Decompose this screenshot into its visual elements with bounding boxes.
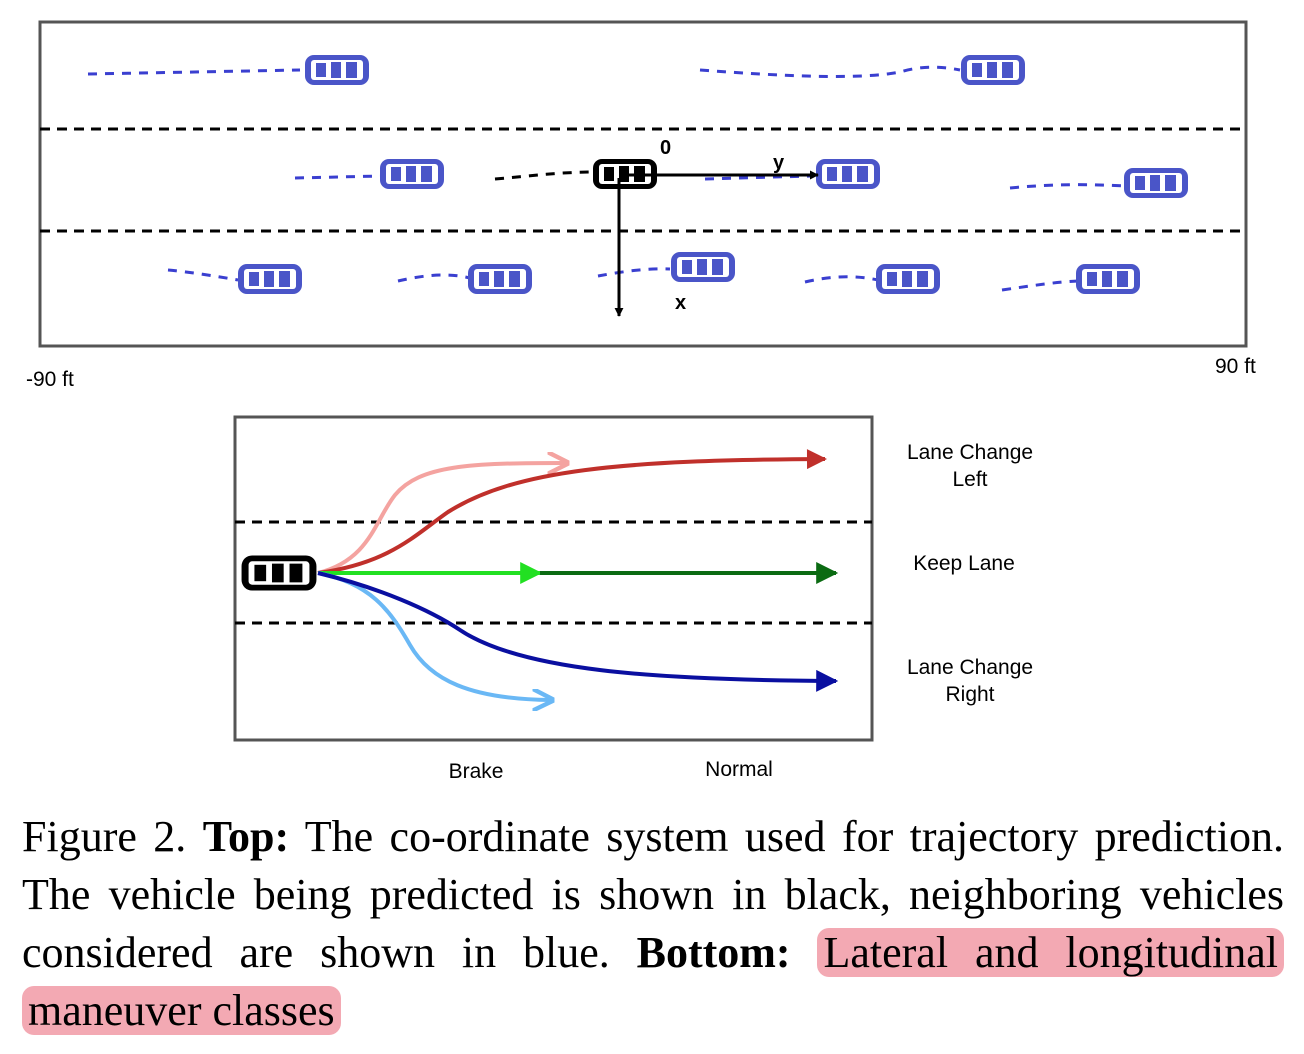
top-panel: 0 y x -90 ft 90 ft	[26, 20, 1256, 391]
neighbor-car-icon	[961, 55, 1025, 85]
lane-change-left-label-line2: Left	[952, 468, 987, 491]
top-label: Top:	[202, 812, 290, 861]
maneuver-ego-car-icon	[241, 555, 317, 591]
neighbor-trajectories	[87, 65, 1126, 292]
bottom-panel: Lane Change Left Keep Lane Lane Change R…	[233, 415, 1033, 783]
y-axis-label: y	[773, 152, 785, 174]
neighbor-car-icon	[816, 159, 880, 189]
neighbor-car-icon	[1076, 264, 1140, 294]
lane-change-left-label: Lane Change	[907, 441, 1033, 464]
brake-label: Brake	[449, 760, 504, 783]
neighbor-car-icon	[238, 264, 302, 294]
lane-change-right-label-line2: Right	[945, 683, 994, 706]
keep-lane-label: Keep Lane	[913, 552, 1015, 575]
origin-label: 0	[660, 137, 671, 159]
left-range-label: -90 ft	[26, 368, 74, 391]
bottom-label: Bottom:	[636, 928, 791, 977]
figure-diagram: 0 y x -90 ft 90 ft Lane Change Left Keep…	[26, 20, 1256, 783]
neighbor-car-icon	[305, 55, 369, 85]
lane-change-right-normal-arrow	[317, 571, 839, 692]
bottom-panel-frame	[233, 415, 874, 742]
neighbor-car-icon	[468, 264, 532, 294]
right-range-label: 90 ft	[1215, 355, 1256, 378]
x-axis-label: x	[675, 292, 686, 314]
neighbor-car-icon	[380, 159, 444, 189]
lane-change-right-brake-arrow	[317, 571, 550, 700]
neighbor-car-icon	[671, 252, 735, 282]
top-caption-text: The co-ordinate system used for trajecto…	[22, 812, 1284, 977]
lane-change-left-brake-arrow	[317, 463, 565, 575]
ego-trajectory	[494, 170, 596, 181]
top-panel-frame	[38, 20, 1248, 348]
neighbor-car-icon	[876, 264, 940, 294]
lane-change-right-label: Lane Change	[907, 656, 1033, 679]
figure-caption: Figure 2. Top: The co-ordinate system us…	[22, 808, 1285, 1040]
normal-label: Normal	[705, 758, 773, 781]
neighbor-car-icon	[1124, 168, 1188, 198]
figure-label: Figure 2.	[22, 812, 187, 861]
lane-change-left-normal-arrow	[317, 449, 827, 575]
